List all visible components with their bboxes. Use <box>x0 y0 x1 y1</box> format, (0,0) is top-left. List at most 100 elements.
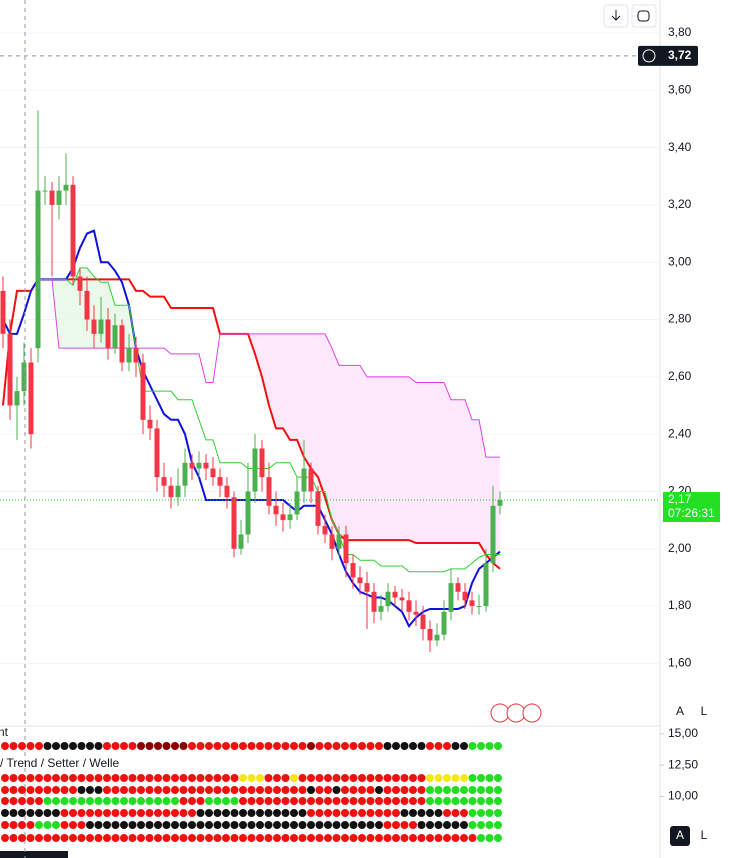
signal-dot <box>239 821 247 829</box>
signal-dot <box>205 786 213 794</box>
signal-dot <box>111 809 120 817</box>
signal-dot <box>43 821 52 829</box>
signal-dot <box>383 797 392 805</box>
signal-dot <box>417 797 426 805</box>
candle-body <box>98 319 104 334</box>
signal-dot <box>111 786 120 794</box>
signal-dot <box>43 797 52 805</box>
scale-buttons[interactable]: A L A L <box>670 702 714 846</box>
signal-dot <box>154 786 162 794</box>
signal-dot <box>239 742 247 750</box>
signal-dot <box>298 742 307 750</box>
signal-dot <box>188 809 196 817</box>
signal-dot <box>366 797 375 805</box>
signal-dot <box>298 809 307 817</box>
candle-body <box>301 468 307 492</box>
signal-dot <box>332 786 341 794</box>
signal-dot <box>162 774 171 782</box>
signal-dot <box>409 834 417 842</box>
signal-dot <box>349 834 358 842</box>
signal-dot <box>358 834 366 842</box>
signal-dot <box>1 809 9 817</box>
signal-dot <box>9 774 18 782</box>
signal-dot <box>434 774 443 782</box>
signal-dot <box>409 742 417 750</box>
signal-dot <box>77 742 86 750</box>
signal-dot <box>94 809 103 817</box>
signal-dot <box>281 821 290 829</box>
signal-dot <box>137 834 145 842</box>
signal-dot <box>26 797 35 805</box>
signal-dot <box>230 809 239 817</box>
signal-dot <box>128 821 137 829</box>
auto-button[interactable] <box>670 826 690 846</box>
signal-dot <box>60 797 69 805</box>
signal-dot <box>247 742 256 750</box>
signal-dot <box>154 774 162 782</box>
signal-dot <box>43 809 52 817</box>
candle-body <box>154 428 160 478</box>
signal-dot <box>341 821 349 829</box>
signal-dot <box>426 809 434 817</box>
signal-dot <box>120 809 128 817</box>
signal-dot <box>205 797 213 805</box>
candle-body <box>350 563 356 578</box>
signal-dot <box>256 786 264 794</box>
signal-dot <box>417 834 426 842</box>
signal-dot <box>230 786 239 794</box>
candle-body <box>315 491 321 526</box>
candle-body <box>161 477 167 486</box>
candle-body <box>7 333 13 406</box>
signal-dot <box>137 774 145 782</box>
signal-dot <box>162 797 171 805</box>
signal-dot <box>9 821 18 829</box>
signal-dot <box>103 797 111 805</box>
candle-body <box>126 348 132 363</box>
signal-dot <box>392 742 400 750</box>
signal-dot <box>485 821 494 829</box>
signal-dot <box>171 821 179 829</box>
y-tick-label: 3,40 <box>668 140 692 154</box>
signal-dot <box>417 821 426 829</box>
candle-body <box>112 325 118 349</box>
candle-body <box>140 362 146 420</box>
y-tick-label: 3,00 <box>668 254 692 268</box>
candle-body <box>371 591 377 612</box>
signal-dot <box>264 809 273 817</box>
signal-dot <box>111 821 120 829</box>
signal-dot <box>443 809 451 817</box>
signal-dot <box>494 797 502 805</box>
signal-dot <box>120 797 128 805</box>
candle-body <box>231 497 237 549</box>
last-price-label: 2,17 <box>668 492 692 506</box>
candle-body <box>455 583 461 592</box>
signal-dot <box>298 786 307 794</box>
log-button[interactable] <box>694 702 714 722</box>
reset-button[interactable] <box>631 4 657 28</box>
signal-dot <box>179 774 188 782</box>
candle-body <box>224 485 230 498</box>
signal-dot <box>298 834 307 842</box>
signal-dot <box>247 774 256 782</box>
signal-dot <box>426 774 434 782</box>
candle-body <box>469 600 475 607</box>
signal-dot <box>120 742 128 750</box>
signal-dot <box>145 809 154 817</box>
auto-button[interactable] <box>670 702 690 722</box>
signal-dot <box>103 786 111 794</box>
signal-dot <box>434 742 443 750</box>
signal-dot <box>111 774 120 782</box>
candle-body <box>105 319 111 349</box>
candle-body <box>448 583 454 612</box>
signal-dot <box>222 797 230 805</box>
signal-dot <box>409 786 417 794</box>
signal-dot <box>324 797 332 805</box>
signal-dot <box>154 821 162 829</box>
signal-dot <box>324 809 332 817</box>
signal-dot <box>9 797 18 805</box>
toolbar-buttons[interactable] <box>603 4 657 28</box>
signal-dot <box>341 786 349 794</box>
log-button[interactable] <box>694 826 714 846</box>
signal-dot <box>162 834 171 842</box>
signal-dot <box>222 774 230 782</box>
